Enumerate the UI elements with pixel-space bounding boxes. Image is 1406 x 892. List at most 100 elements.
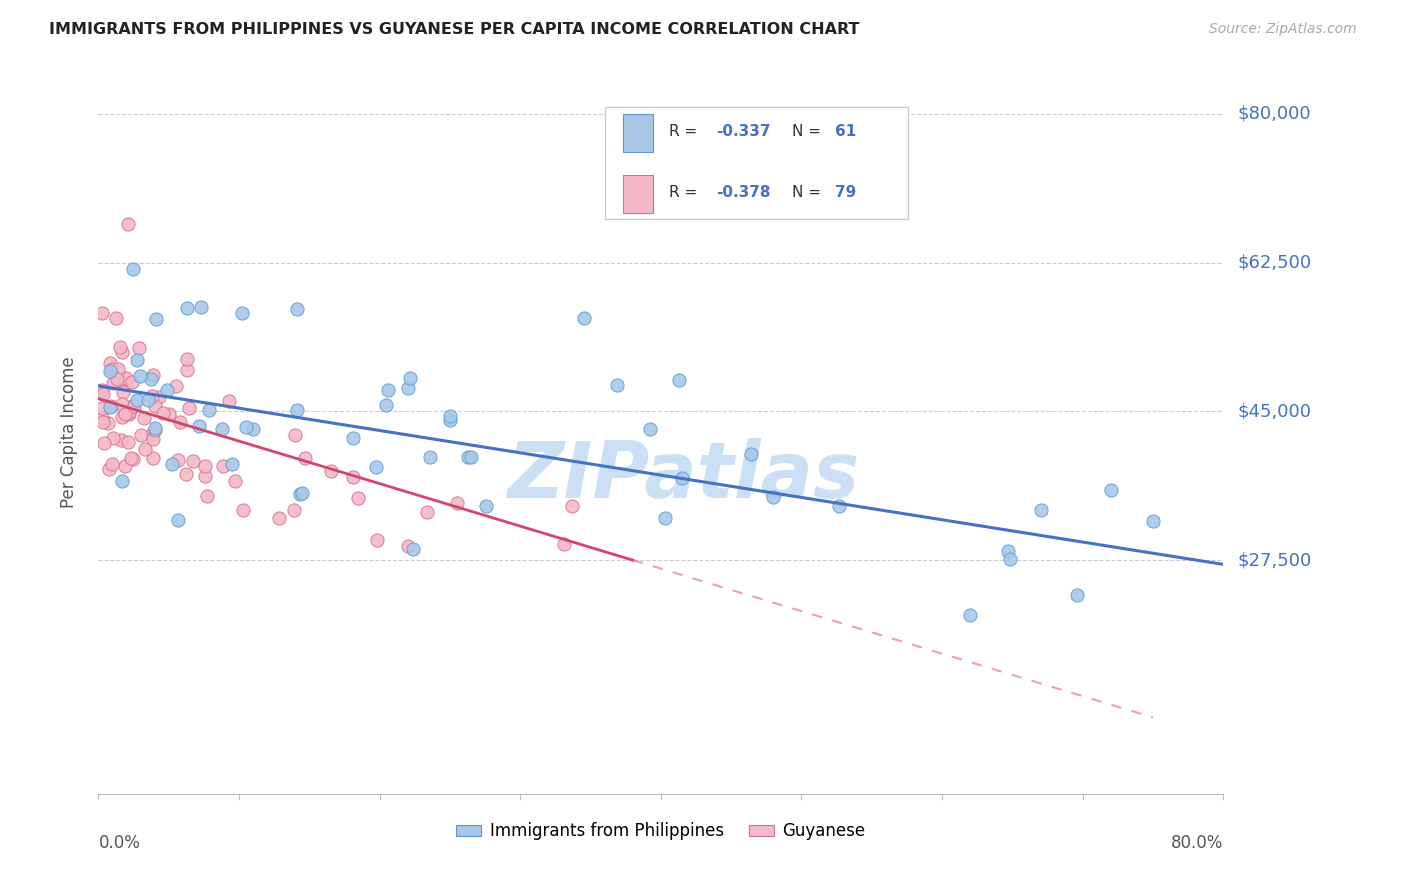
Point bbox=[129, 427, 152, 442]
Point bbox=[439, 409, 461, 424]
Point bbox=[181, 454, 204, 468]
Point bbox=[740, 446, 762, 460]
Text: -0.378: -0.378 bbox=[716, 186, 770, 200]
Point bbox=[115, 370, 138, 384]
Point bbox=[285, 403, 308, 417]
Point bbox=[166, 452, 188, 467]
Point bbox=[235, 420, 257, 434]
Point bbox=[218, 394, 240, 409]
Point bbox=[366, 533, 388, 547]
Point bbox=[145, 312, 167, 326]
Point bbox=[224, 474, 246, 488]
Point bbox=[111, 410, 134, 425]
Point bbox=[342, 470, 364, 484]
Point bbox=[98, 363, 121, 377]
Point bbox=[457, 450, 479, 465]
Point bbox=[1099, 483, 1122, 497]
Point bbox=[115, 376, 138, 391]
Point bbox=[101, 457, 124, 471]
FancyBboxPatch shape bbox=[623, 114, 652, 152]
FancyBboxPatch shape bbox=[605, 108, 908, 219]
Point bbox=[110, 433, 132, 447]
Point bbox=[174, 467, 197, 482]
Point bbox=[143, 423, 166, 437]
Point bbox=[111, 474, 134, 488]
Point bbox=[176, 363, 198, 377]
Point bbox=[319, 464, 342, 478]
Point bbox=[97, 416, 120, 430]
Point bbox=[197, 489, 219, 503]
Point bbox=[1066, 588, 1088, 602]
Point bbox=[654, 511, 676, 525]
Point bbox=[142, 450, 165, 465]
Y-axis label: Per Capita Income: Per Capita Income bbox=[59, 357, 77, 508]
Point bbox=[122, 399, 145, 413]
Point bbox=[138, 392, 160, 407]
Point bbox=[284, 428, 307, 442]
Point bbox=[100, 362, 122, 376]
Point bbox=[285, 301, 308, 316]
Point bbox=[1142, 514, 1164, 528]
Point bbox=[194, 469, 217, 483]
Point bbox=[118, 404, 141, 418]
Point bbox=[91, 387, 114, 401]
Point bbox=[190, 300, 212, 314]
Point bbox=[460, 450, 482, 464]
Point bbox=[269, 511, 291, 525]
Point bbox=[561, 499, 583, 513]
Point bbox=[194, 459, 217, 474]
Point bbox=[142, 368, 165, 383]
Point bbox=[114, 458, 136, 473]
Point bbox=[176, 301, 198, 315]
Point bbox=[762, 490, 785, 504]
Point bbox=[242, 422, 264, 436]
Point bbox=[127, 393, 149, 408]
Point bbox=[103, 431, 125, 445]
Text: 80.0%: 80.0% bbox=[1171, 834, 1223, 852]
Point bbox=[198, 402, 221, 417]
Point bbox=[416, 505, 439, 519]
Point bbox=[1029, 503, 1052, 517]
Point bbox=[364, 460, 387, 475]
Point bbox=[221, 457, 243, 471]
Point bbox=[294, 451, 316, 466]
Text: $80,000: $80,000 bbox=[1237, 105, 1310, 123]
Point bbox=[396, 381, 419, 395]
Point bbox=[91, 383, 114, 397]
Point bbox=[121, 452, 143, 467]
Text: $62,500: $62,500 bbox=[1237, 253, 1312, 272]
Point bbox=[90, 401, 112, 415]
Point bbox=[141, 389, 163, 403]
Text: Source: ZipAtlas.com: Source: ZipAtlas.com bbox=[1209, 22, 1357, 37]
Point bbox=[419, 450, 441, 464]
Point bbox=[671, 471, 693, 485]
Point bbox=[142, 432, 165, 446]
Point bbox=[288, 486, 311, 500]
Point bbox=[402, 541, 425, 556]
Text: ZIPatlas: ZIPatlas bbox=[508, 438, 859, 514]
Point bbox=[97, 462, 120, 476]
Point bbox=[117, 218, 139, 232]
Text: R =: R = bbox=[669, 124, 702, 139]
Point bbox=[98, 356, 121, 370]
Point bbox=[108, 340, 131, 354]
Point bbox=[148, 390, 170, 404]
Point bbox=[122, 262, 145, 277]
Point bbox=[347, 491, 370, 505]
Point bbox=[342, 431, 364, 445]
Point bbox=[91, 415, 114, 429]
Point bbox=[167, 513, 190, 527]
Point bbox=[118, 407, 141, 421]
Point bbox=[114, 407, 136, 421]
Point bbox=[177, 401, 200, 415]
Point bbox=[176, 351, 198, 366]
Point bbox=[107, 362, 129, 376]
Point bbox=[105, 372, 128, 386]
Point bbox=[633, 166, 655, 180]
Point bbox=[157, 408, 180, 422]
Point bbox=[90, 306, 112, 320]
Point bbox=[156, 383, 179, 397]
Text: $45,000: $45,000 bbox=[1237, 402, 1312, 420]
Point bbox=[112, 384, 135, 399]
Point bbox=[291, 486, 314, 500]
